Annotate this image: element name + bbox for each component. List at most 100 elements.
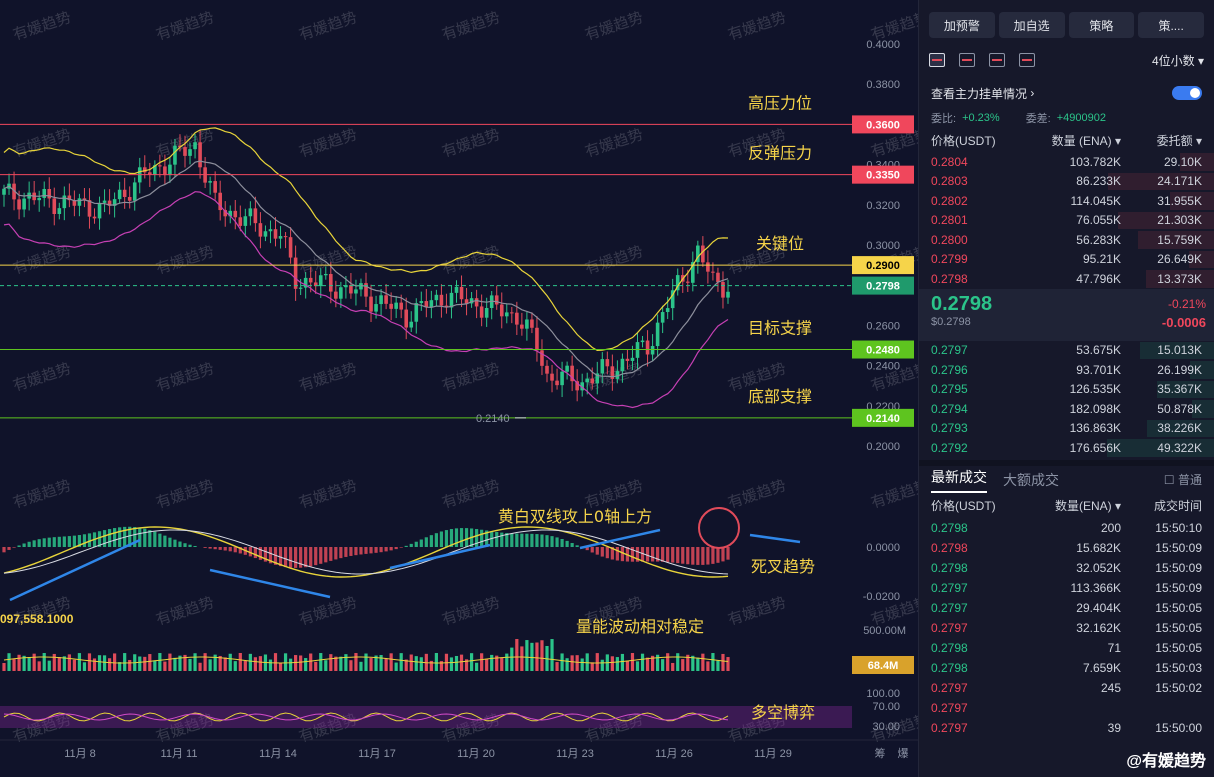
macd-histogram-bar (193, 545, 197, 547)
volume-bar (198, 662, 202, 671)
volume-bar (666, 653, 670, 671)
watermark-text: 有媛趋势 (11, 8, 74, 44)
price-tag-text: 0.2480 (866, 345, 900, 357)
tab-latest-trades[interactable]: 最新成交 (931, 467, 987, 493)
macd-histogram-bar (273, 547, 278, 565)
volume-bar (620, 653, 625, 671)
watermark-text: 有媛趋势 (154, 359, 217, 395)
macd-histogram-bar (27, 541, 31, 547)
watermark-text: 有媛趋势 (440, 593, 503, 629)
asks-only-icon[interactable] (989, 53, 1005, 67)
trade-time: 15:50:09 (1155, 560, 1202, 575)
macd-dif-line (3, 526, 729, 578)
main-orders-row[interactable]: 查看主力挂单情况 › (919, 78, 1214, 108)
macd-histogram-bar (17, 545, 21, 547)
macd-histogram-bar (22, 543, 26, 547)
macd-histogram-bar (495, 531, 499, 547)
total-cell: 38.226K (1157, 421, 1202, 436)
price-header: 价格(USDT) (931, 133, 996, 148)
macd-histogram-bar (480, 529, 484, 547)
volume-bar (283, 653, 288, 671)
add-favorite-button[interactable]: 加自选 (998, 12, 1065, 38)
current-price-tag (852, 276, 914, 295)
ask-row[interactable]: 0.2798 47.796K 13.373K (919, 269, 1214, 289)
bid-row[interactable]: 0.2795 126.535K 35.367K (919, 380, 1214, 400)
volume-bar (560, 653, 564, 671)
macd-histogram-bar (2, 547, 6, 553)
rsi-line (3, 712, 729, 722)
order-panel: 加预警 加自选 策略 策.... 4位小数 ▾ 查看主力挂单情况 › 委比: +… (918, 0, 1214, 777)
macd-histogram-bar (168, 537, 172, 547)
macd-histogram-bar (188, 544, 192, 547)
ask-row[interactable]: 0.2801 76.055K 21.303K (919, 211, 1214, 231)
expand-icon[interactable] (1019, 53, 1035, 67)
watermark-text: 有媛趋势 (583, 8, 646, 44)
macd-histogram-bar (696, 547, 700, 565)
ask-row[interactable]: 0.2799 95.21K 26.649K (919, 250, 1214, 270)
last-price-usd: $0.2798 (931, 315, 971, 328)
total-cell: 21.303K (1157, 213, 1202, 228)
watermark-text: 有媛趋势 (297, 476, 360, 512)
both-sides-icon[interactable] (929, 53, 945, 67)
watermark-text: 有媛趋势 (440, 242, 503, 278)
bid-row[interactable]: 0.2796 93.701K 26.199K (919, 360, 1214, 380)
add-alert-button[interactable]: 加预警 (929, 12, 995, 38)
macd-histogram-bar (354, 547, 358, 556)
ask-row[interactable]: 0.2802 114.045K 31.955K (919, 191, 1214, 211)
bid-row[interactable]: 0.2797 53.675K 15.013K (919, 341, 1214, 361)
candle-body (163, 166, 167, 176)
volume-bar (143, 656, 147, 671)
bid-row[interactable]: 0.2794 182.098K 50.878K (919, 399, 1214, 419)
macd-value-label: 097,558.1000 (0, 612, 74, 626)
volume-bar (585, 653, 589, 671)
total-header[interactable]: 委托额 ▾ (1156, 133, 1202, 148)
price-tag-text: 0.3600 (866, 119, 900, 131)
watermark-text: 有媛趋势 (297, 8, 360, 44)
candle-body (288, 237, 293, 258)
candle-body (434, 294, 439, 301)
candle-body (158, 165, 162, 167)
main-orders-toggle[interactable] (1172, 86, 1202, 100)
volume-bar (319, 653, 323, 671)
trade-row: 0.2798 71 15:50:05 (919, 638, 1214, 658)
qty-header[interactable]: 数量 (ENA) ▾ (1051, 133, 1121, 148)
tab-large-trades[interactable]: 大额成交 (1003, 471, 1059, 488)
more-button[interactable]: 策.... (1138, 12, 1204, 38)
macd-histogram-bar (42, 538, 46, 547)
candle-body (178, 145, 182, 148)
bid-row[interactable]: 0.2792 176.656K 49.322K (919, 438, 1214, 458)
candle-body (323, 273, 328, 276)
ask-row[interactable]: 0.2803 86.233K 24.171K (919, 172, 1214, 192)
candle-body (590, 378, 595, 384)
volume-bar (82, 662, 87, 671)
date-label: 11月 20 (457, 748, 495, 760)
bids-only-icon[interactable] (959, 53, 975, 67)
bid-row[interactable]: 0.2793 136.863K 38.226K (919, 419, 1214, 439)
macd-histogram-bar (515, 533, 519, 547)
strategy-button[interactable]: 策略 (1068, 12, 1135, 38)
macd-axis-label: -0.0200 (863, 591, 900, 603)
trade-time: 15:50:09 (1155, 540, 1202, 555)
candle-body (37, 197, 41, 201)
macd-histogram-bar (102, 530, 107, 547)
normal-filter[interactable]: ☐ 普通 (1163, 473, 1202, 487)
middle-band-line (3, 160, 729, 378)
macd-histogram-bar (178, 541, 182, 547)
volume-bar (339, 656, 343, 671)
candle-body (615, 371, 620, 379)
date-label: 11月 26 (655, 748, 693, 760)
ask-row[interactable]: 0.2804 103.782K 29.10K (919, 152, 1214, 172)
macd-histogram-bar (344, 547, 348, 557)
date-label: 11月 29 (754, 748, 792, 760)
trade-qty-header[interactable]: 数量(ENA) ▾ (1054, 499, 1121, 513)
level-annotation: 目标支撑 (748, 319, 812, 338)
volume-bar (304, 658, 308, 671)
volume-bar (278, 662, 283, 671)
macd-histogram-bar (525, 533, 529, 547)
macd-histogram-bar (304, 547, 308, 568)
ask-row[interactable]: 0.2800 56.283K 15.759K (919, 230, 1214, 250)
chart-area[interactable]: 有媛趋势 有媛趋势 有媛趋势 有媛趋势 有媛趋势 有媛趋势 有媛趋势 有媛趋势 有媛趋势 有媛趋势… (0, 0, 918, 777)
precision-select[interactable]: 4位小数 ▾ (1151, 53, 1204, 68)
volume-bar (314, 661, 318, 671)
